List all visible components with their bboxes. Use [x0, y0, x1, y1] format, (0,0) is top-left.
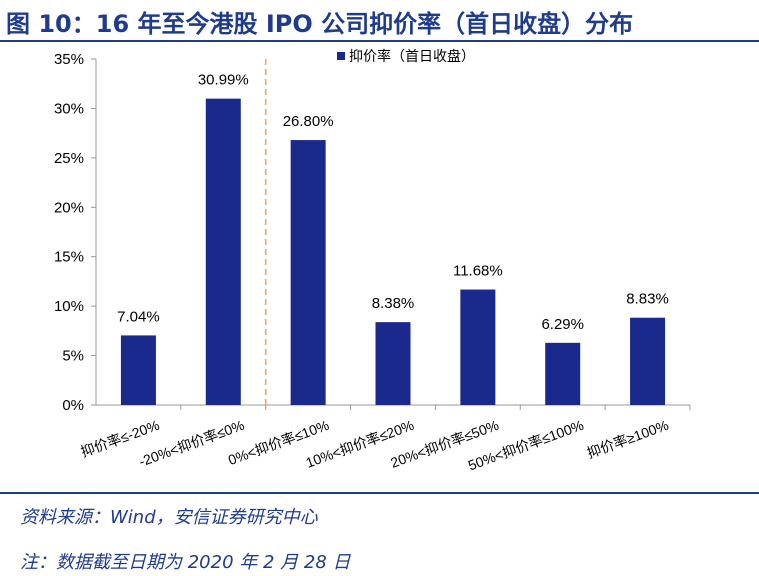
bar [375, 322, 411, 405]
data-label: 30.99% [198, 72, 249, 89]
y-tick-label: 30% [54, 100, 84, 117]
legend-label: 抑价率（首日收盘） [349, 48, 475, 64]
y-tick-label: 15% [54, 249, 84, 266]
bar [290, 140, 326, 405]
footer-divider [0, 492, 759, 494]
y-tick-label: 25% [54, 150, 84, 167]
y-tick-label: 0% [62, 397, 84, 414]
bar [545, 342, 581, 405]
date-note: 注：数据截至日期为 2020 年 2 月 28 日 [20, 552, 351, 573]
bar [205, 98, 241, 405]
data-label: 7.04% [117, 308, 160, 325]
data-label: 6.29% [541, 316, 584, 333]
legend-swatch [337, 52, 345, 60]
legend: 抑价率（首日收盘） [337, 48, 475, 64]
bar [630, 317, 666, 405]
bar [460, 289, 496, 405]
data-label: 8.83% [626, 291, 669, 308]
x-tick-label: 抑价率≥100% [585, 417, 671, 461]
bar [120, 335, 156, 405]
title-divider [0, 40, 759, 42]
data-label: 11.68% [453, 263, 503, 280]
y-tick-label: 5% [62, 348, 84, 365]
y-tick-label: 20% [54, 199, 84, 216]
source-note: 资料来源：Wind，安信证券研究中心 [20, 507, 318, 528]
figure-title: 图 10：16 年至今港股 IPO 公司抑价率（首日收盘）分布 [6, 10, 634, 38]
y-tick-label: 35% [54, 51, 84, 68]
data-label: 26.80% [283, 113, 334, 130]
y-tick-label: 10% [54, 298, 84, 315]
bar-chart: 0% 5% 10% 15% 20% 25% 30% 35% 7.04% 30.99% 26.80%… [54, 48, 691, 473]
data-label: 8.38% [372, 295, 415, 312]
